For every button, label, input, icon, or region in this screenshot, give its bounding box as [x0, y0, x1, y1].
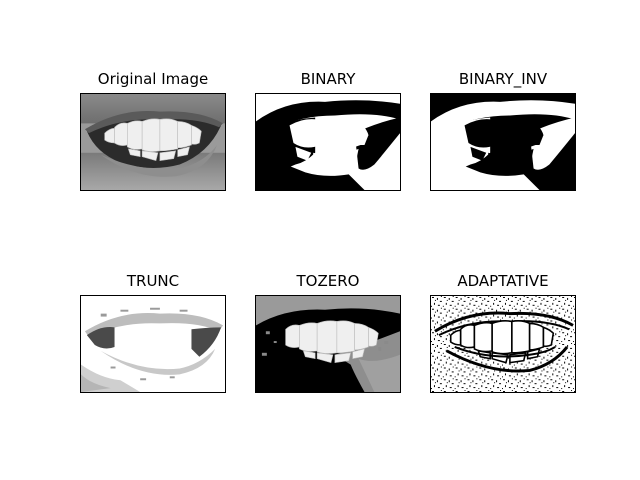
image-frame-binary-inv	[430, 93, 576, 191]
panel-tozero: TOZERO	[255, 272, 401, 393]
panel-binary-inv: BINARY_INV	[430, 70, 576, 191]
original-grayscale-smile-image	[81, 94, 225, 190]
image-frame-original	[80, 93, 226, 191]
tozero-threshold-image	[256, 296, 400, 392]
adaptative-threshold-image	[431, 296, 575, 392]
binary-inverted-threshold-image	[431, 94, 575, 190]
panel-title-tozero: TOZERO	[296, 272, 360, 290]
panel-original: Original Image	[80, 70, 226, 191]
panel-title-original: Original Image	[97, 70, 209, 88]
panel-title-adaptative: ADAPTATIVE	[457, 272, 549, 290]
image-frame-adaptative	[430, 295, 576, 393]
panel-title-trunc: TRUNC	[126, 272, 180, 290]
trunc-threshold-image	[81, 296, 225, 392]
image-frame-trunc	[80, 295, 226, 393]
panel-title-binary-inv: BINARY_INV	[458, 70, 548, 88]
panel-title-binary: BINARY	[300, 70, 356, 88]
panel-trunc: TRUNC	[80, 272, 226, 393]
panel-adaptative: ADAPTATIVE	[430, 272, 576, 393]
image-frame-binary	[255, 93, 401, 191]
panel-binary: BINARY	[255, 70, 401, 191]
binary-threshold-image	[256, 94, 400, 190]
image-frame-tozero	[255, 295, 401, 393]
